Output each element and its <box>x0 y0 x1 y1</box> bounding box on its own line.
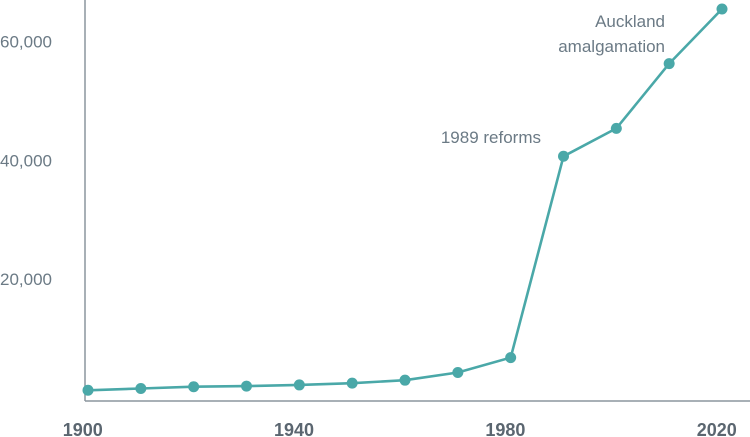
y-tick-label: 40,000 <box>0 151 52 170</box>
y-tick-labels: 20,000 40,000 60,000 <box>0 33 52 290</box>
data-point <box>346 377 358 389</box>
data-point <box>135 382 147 394</box>
y-tick-label: 20,000 <box>0 270 52 289</box>
data-point <box>82 384 94 396</box>
data-point <box>293 379 305 391</box>
annotations: 1989 reforms Auckland amalgamation <box>441 12 665 147</box>
data-point <box>452 366 464 378</box>
series-line <box>86 7 724 392</box>
x-tick-label: 1940 <box>274 420 314 437</box>
x-tick-labels: 1900 1940 1980 2020 <box>63 420 737 437</box>
data-point <box>188 381 200 393</box>
data-points <box>82 3 728 396</box>
x-tick-label: 1980 <box>485 420 525 437</box>
annotation-label: Auckland <box>595 12 665 31</box>
data-point <box>663 58 675 70</box>
x-tick-label: 1900 <box>63 420 103 437</box>
annotation-label: 1989 reforms <box>441 128 541 147</box>
annotation-label: amalgamation <box>558 37 665 56</box>
data-point <box>558 150 569 162</box>
data-point <box>241 380 252 392</box>
data-point <box>610 122 622 134</box>
y-tick-label: 60,000 <box>0 33 52 52</box>
data-point <box>399 374 411 386</box>
data-point <box>505 352 517 364</box>
x-tick-label: 2020 <box>697 420 737 437</box>
data-point <box>716 3 728 15</box>
